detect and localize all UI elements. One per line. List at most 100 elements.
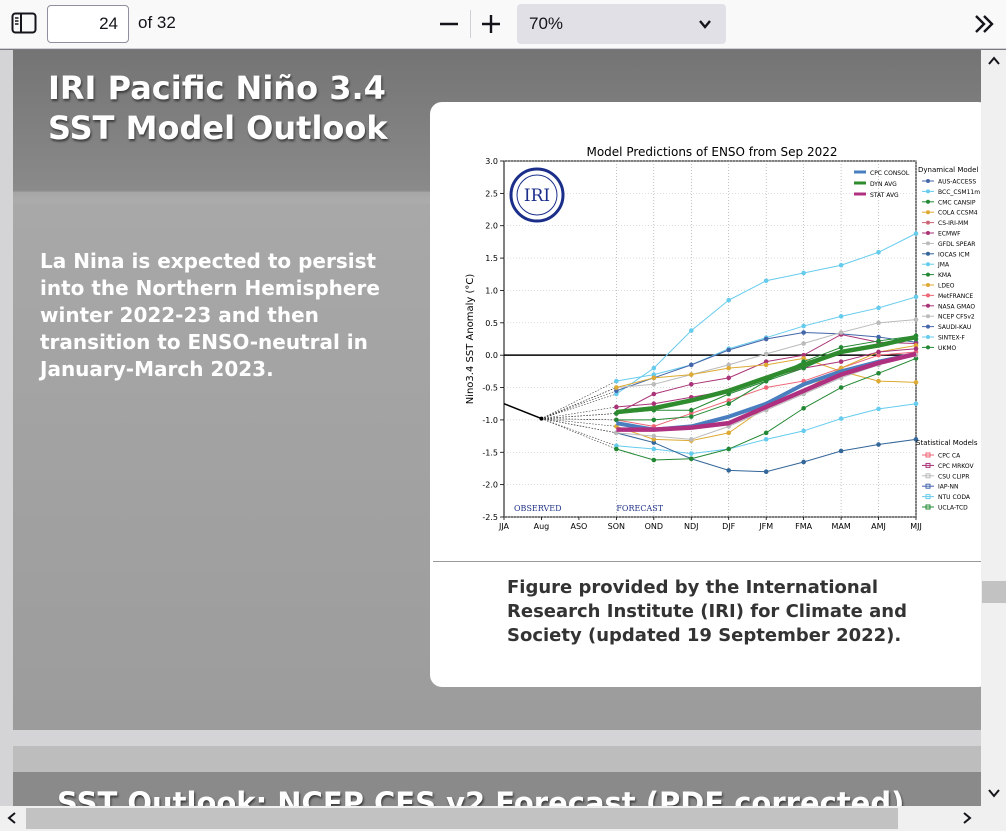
scroll-down-icon[interactable] bbox=[987, 786, 1001, 800]
series-point bbox=[726, 375, 732, 381]
zoom-select[interactable]: 70% bbox=[517, 4, 726, 44]
y-tick-label: 0.0 bbox=[485, 351, 498, 360]
legend-model-marker bbox=[926, 335, 930, 339]
series-point bbox=[838, 416, 844, 421]
legend-model-marker bbox=[925, 462, 931, 468]
series-point bbox=[763, 359, 769, 364]
tools-menu-button[interactable] bbox=[971, 11, 997, 37]
series-point bbox=[876, 406, 881, 412]
vertical-scrollbar[interactable] bbox=[981, 50, 1006, 806]
horizontal-scrollbar[interactable] bbox=[0, 806, 1006, 831]
legend-model-marker bbox=[925, 504, 931, 510]
series-point bbox=[726, 297, 732, 303]
double-chevron-right-icon bbox=[975, 15, 994, 33]
series-point bbox=[688, 372, 694, 377]
y-tick-label: 0.5 bbox=[485, 319, 498, 328]
x-tick-label: OND bbox=[645, 522, 663, 531]
series-point bbox=[726, 347, 732, 353]
iri-logo bbox=[509, 167, 565, 223]
vertical-scroll-thumb[interactable] bbox=[982, 581, 1006, 603]
series-point bbox=[838, 385, 844, 390]
page-number-input[interactable] bbox=[47, 5, 129, 43]
series-point bbox=[763, 385, 769, 390]
series-point bbox=[801, 270, 806, 276]
series-point bbox=[801, 405, 806, 411]
legend-model-marker bbox=[926, 345, 930, 350]
series-point bbox=[651, 437, 657, 442]
series-point bbox=[763, 351, 769, 357]
legend-model-label: SAUDI-KAU bbox=[938, 324, 971, 331]
x-tick-label: Aug bbox=[534, 522, 550, 531]
series-point bbox=[801, 323, 806, 329]
legend-model-marker bbox=[926, 314, 930, 319]
series-point bbox=[688, 437, 694, 442]
series-point bbox=[838, 359, 844, 364]
series-point bbox=[763, 362, 769, 368]
series-point bbox=[688, 456, 694, 462]
series-point bbox=[876, 338, 881, 344]
legend-model-label: GFDL SPEAR bbox=[938, 241, 975, 248]
series-point bbox=[801, 428, 806, 434]
y-axis-label: Nino3.4 SST Anomaly (°C) bbox=[465, 274, 476, 405]
series-point bbox=[614, 385, 619, 390]
slide-title: IRI Pacific Niño 3.4 SST Model Outlook bbox=[48, 69, 388, 147]
series-point bbox=[614, 446, 619, 452]
series-point bbox=[688, 414, 694, 419]
legend-avg-label: CPC CONSOL bbox=[870, 170, 910, 177]
document-viewport[interactable]: IRI Pacific Niño 3.4 SST Model Outlook L… bbox=[0, 50, 981, 806]
legend-model-label: AUS-ACCESS bbox=[938, 179, 976, 186]
pdf-toolbar: of 32 70% bbox=[0, 0, 1006, 49]
legend-model-label: CPC CA bbox=[938, 453, 961, 460]
horizontal-scroll-thumb[interactable] bbox=[26, 808, 898, 829]
series-point bbox=[913, 294, 919, 300]
forecast-start-line bbox=[541, 418, 617, 421]
series-point bbox=[726, 446, 732, 452]
statistical-header: Statistical Models bbox=[916, 439, 978, 447]
iri-logo-text: IRI bbox=[524, 186, 550, 206]
average-line bbox=[616, 351, 917, 432]
series-point bbox=[876, 349, 881, 355]
zoom-in-button[interactable] bbox=[478, 9, 504, 39]
forecast-start-line bbox=[541, 413, 617, 419]
zoom-out-button[interactable] bbox=[436, 9, 462, 39]
next-slide-title: SST Outlook: NCEP CFS v2 Forecast (PDF c… bbox=[57, 786, 905, 806]
y-tick-label: -1.0 bbox=[482, 416, 498, 425]
legend-model-marker bbox=[925, 494, 931, 500]
series-point bbox=[688, 362, 694, 368]
series-point bbox=[651, 382, 657, 387]
scroll-left-icon[interactable] bbox=[5, 811, 19, 825]
legend-model-marker bbox=[925, 473, 931, 479]
series-point bbox=[688, 451, 694, 456]
series-point bbox=[913, 346, 919, 352]
legend-avg-label: STAT AVG bbox=[870, 192, 899, 199]
scroll-up-icon[interactable] bbox=[987, 54, 1001, 68]
legend-model-label: CS-IRI-MM bbox=[938, 220, 968, 227]
legend-model-marker bbox=[926, 251, 930, 256]
figure-caption: Figure provided by the International Res… bbox=[507, 577, 907, 646]
series-point bbox=[763, 469, 769, 474]
legend-model-marker bbox=[926, 262, 930, 267]
y-tick-label: -0.5 bbox=[482, 384, 498, 393]
forecast-start-line bbox=[541, 380, 617, 419]
series-point bbox=[801, 352, 806, 358]
y-tick-label: 1.5 bbox=[485, 254, 498, 263]
dynamical-header: Dynamical Model bbox=[918, 166, 978, 174]
series-point bbox=[876, 371, 881, 376]
forecast-label: FORECAST bbox=[616, 504, 663, 513]
legend-model-marker bbox=[926, 179, 930, 183]
scroll-right-icon[interactable] bbox=[960, 811, 974, 825]
sidebar-toggle-icon[interactable] bbox=[11, 12, 37, 34]
y-tick-label: -2.5 bbox=[482, 513, 498, 522]
series-point bbox=[614, 378, 619, 384]
toolbar-separator bbox=[470, 10, 471, 38]
forecast-start-line bbox=[541, 418, 617, 450]
x-tick-label: AMJ bbox=[871, 522, 886, 531]
enso-chart: 3.0 2.5 2.0 1.5 1.0 0.5 0.0 -0.5 -1.0 -1.5 -2.0 -2.… bbox=[465, 145, 980, 531]
observed-point bbox=[539, 416, 544, 421]
series-point bbox=[651, 372, 657, 377]
legend-model-label: JMA bbox=[937, 262, 950, 269]
series-point bbox=[876, 334, 881, 340]
y-tick-label: 2.5 bbox=[485, 189, 498, 198]
series-point bbox=[801, 330, 806, 335]
legend-model-label: SINTEX-F bbox=[938, 335, 965, 342]
